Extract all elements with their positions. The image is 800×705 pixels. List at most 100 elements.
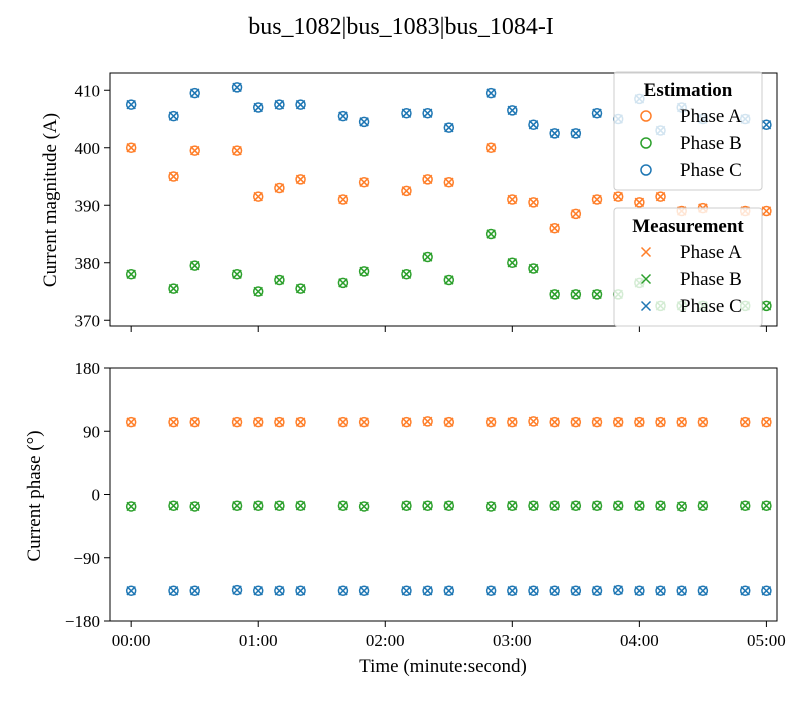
bottom-measurement-point <box>571 417 581 427</box>
top-estimation-point <box>401 269 412 280</box>
bottom-estimation-point <box>274 416 285 428</box>
top-measurement-point <box>528 263 539 274</box>
top-estimation-point <box>189 87 200 99</box>
bottom-estimation-point <box>485 501 497 512</box>
top-estimation-point <box>612 191 624 202</box>
bottom-measurement-point <box>338 501 348 511</box>
top-measurement-point <box>295 174 306 185</box>
bottom-estimation-point <box>591 416 603 428</box>
top-measurement-point <box>486 88 496 98</box>
bottom-estimation-point <box>528 416 539 427</box>
legend-marker-circle <box>640 137 652 149</box>
top-measurement-point <box>613 191 623 202</box>
bottom-estimation-point <box>422 500 433 511</box>
bottom-estimation-point <box>634 500 645 511</box>
top-measurement-point <box>338 111 348 121</box>
bottom-measurement-point <box>698 586 708 596</box>
bottom-estimation-point <box>295 585 306 597</box>
bottom-estimation-point <box>189 585 200 597</box>
bottom-estimation-point <box>337 585 349 597</box>
bottom-measurement-point <box>359 417 369 427</box>
top-measurement-point <box>422 108 433 118</box>
bottom-measurement-point <box>676 586 687 596</box>
bottom-estimation-point <box>274 585 285 597</box>
bottom-estimation-point <box>591 585 603 597</box>
bottom-estimation-point <box>549 416 560 428</box>
top-measurement-point <box>295 283 306 294</box>
top-estimation-point <box>570 128 582 139</box>
top-estimation-point <box>591 108 603 119</box>
top-estimation-point <box>125 99 137 110</box>
bottom-estimation-point <box>443 500 455 511</box>
top-estimation-point <box>358 116 370 128</box>
top-estimation-point <box>274 182 285 194</box>
top-estimation-point <box>549 289 560 300</box>
top-measurement-point <box>338 194 348 205</box>
bottom-measurement-point <box>253 417 263 427</box>
top-estimation-point <box>274 99 285 110</box>
bottom-measurement-point <box>676 417 687 427</box>
top-measurement-point <box>168 283 179 294</box>
bottom-y-tick-label: 90 <box>83 422 100 441</box>
top-measurement-point <box>359 177 369 187</box>
top-estimation-point <box>443 122 455 133</box>
bottom-measurement-point <box>698 501 708 511</box>
top-estimation-point <box>358 266 370 277</box>
top-measurement-point <box>571 128 581 139</box>
bottom-measurement-point <box>740 417 750 427</box>
top-measurement-point <box>444 177 454 187</box>
x-tick-label: 04:00 <box>620 631 659 650</box>
bottom-estimation-point <box>401 500 412 511</box>
bottom-measurement-point <box>698 417 708 427</box>
bottom-estimation-point <box>358 585 370 597</box>
bottom-estimation-point <box>676 585 687 597</box>
bottom-estimation-point <box>612 584 624 596</box>
bottom-estimation-point <box>528 500 539 511</box>
top-measurement-point <box>549 223 560 233</box>
bottom-measurement-point <box>549 417 560 427</box>
bottom-estimation-point <box>485 416 497 428</box>
bottom-estimation-point <box>358 416 370 428</box>
legend-label: Phase B <box>680 133 742 154</box>
bottom-estimation-point <box>443 416 455 428</box>
top-measurement-point <box>274 99 285 110</box>
legend-label: Phase A <box>680 106 742 127</box>
legend-box <box>613 207 763 327</box>
bottom-measurement-point <box>761 501 772 511</box>
bottom-measurement-point <box>168 586 179 596</box>
bottom-measurement-point <box>338 586 348 596</box>
top-measurement-point <box>126 143 136 153</box>
top-measurement-point <box>126 269 136 279</box>
bottom-estimation-point <box>570 500 582 511</box>
bottom-measurement-point <box>422 501 433 511</box>
top-estimation-point <box>485 228 497 240</box>
top-estimation-point <box>231 82 243 93</box>
top-plot-frame <box>109 72 778 327</box>
top-estimation-point <box>485 87 497 99</box>
bottom-estimation-point <box>125 585 137 597</box>
bottom-measurement-point <box>253 501 263 511</box>
bottom-measurement-point <box>422 586 433 596</box>
legend-label: Phase C <box>680 296 742 317</box>
top-estimation-point <box>295 99 306 110</box>
x-tick-label: 02:00 <box>366 631 405 650</box>
top-estimation-point <box>358 177 370 188</box>
bottom-estimation-point <box>697 500 709 511</box>
top-estimation-point <box>401 108 412 119</box>
bottom-measurement-point <box>444 501 454 511</box>
top-estimation-point <box>337 277 349 289</box>
top-measurement-point <box>253 191 263 202</box>
bottom-measurement-point <box>444 586 454 596</box>
bottom-measurement-point <box>126 501 136 512</box>
bottom-estimation-point <box>168 500 179 511</box>
legend-label: Phase A <box>680 242 742 263</box>
bottom-estimation-point <box>528 585 539 597</box>
top-estimation-point <box>570 289 582 300</box>
bottom-y-tick-label: −90 <box>73 549 100 568</box>
top-estimation-point <box>507 194 518 205</box>
bottom-measurement-point <box>274 586 285 596</box>
bottom-estimation-point <box>337 500 349 511</box>
bottom-measurement-point <box>189 586 200 596</box>
bottom-y-tick-label: 0 <box>92 486 101 505</box>
